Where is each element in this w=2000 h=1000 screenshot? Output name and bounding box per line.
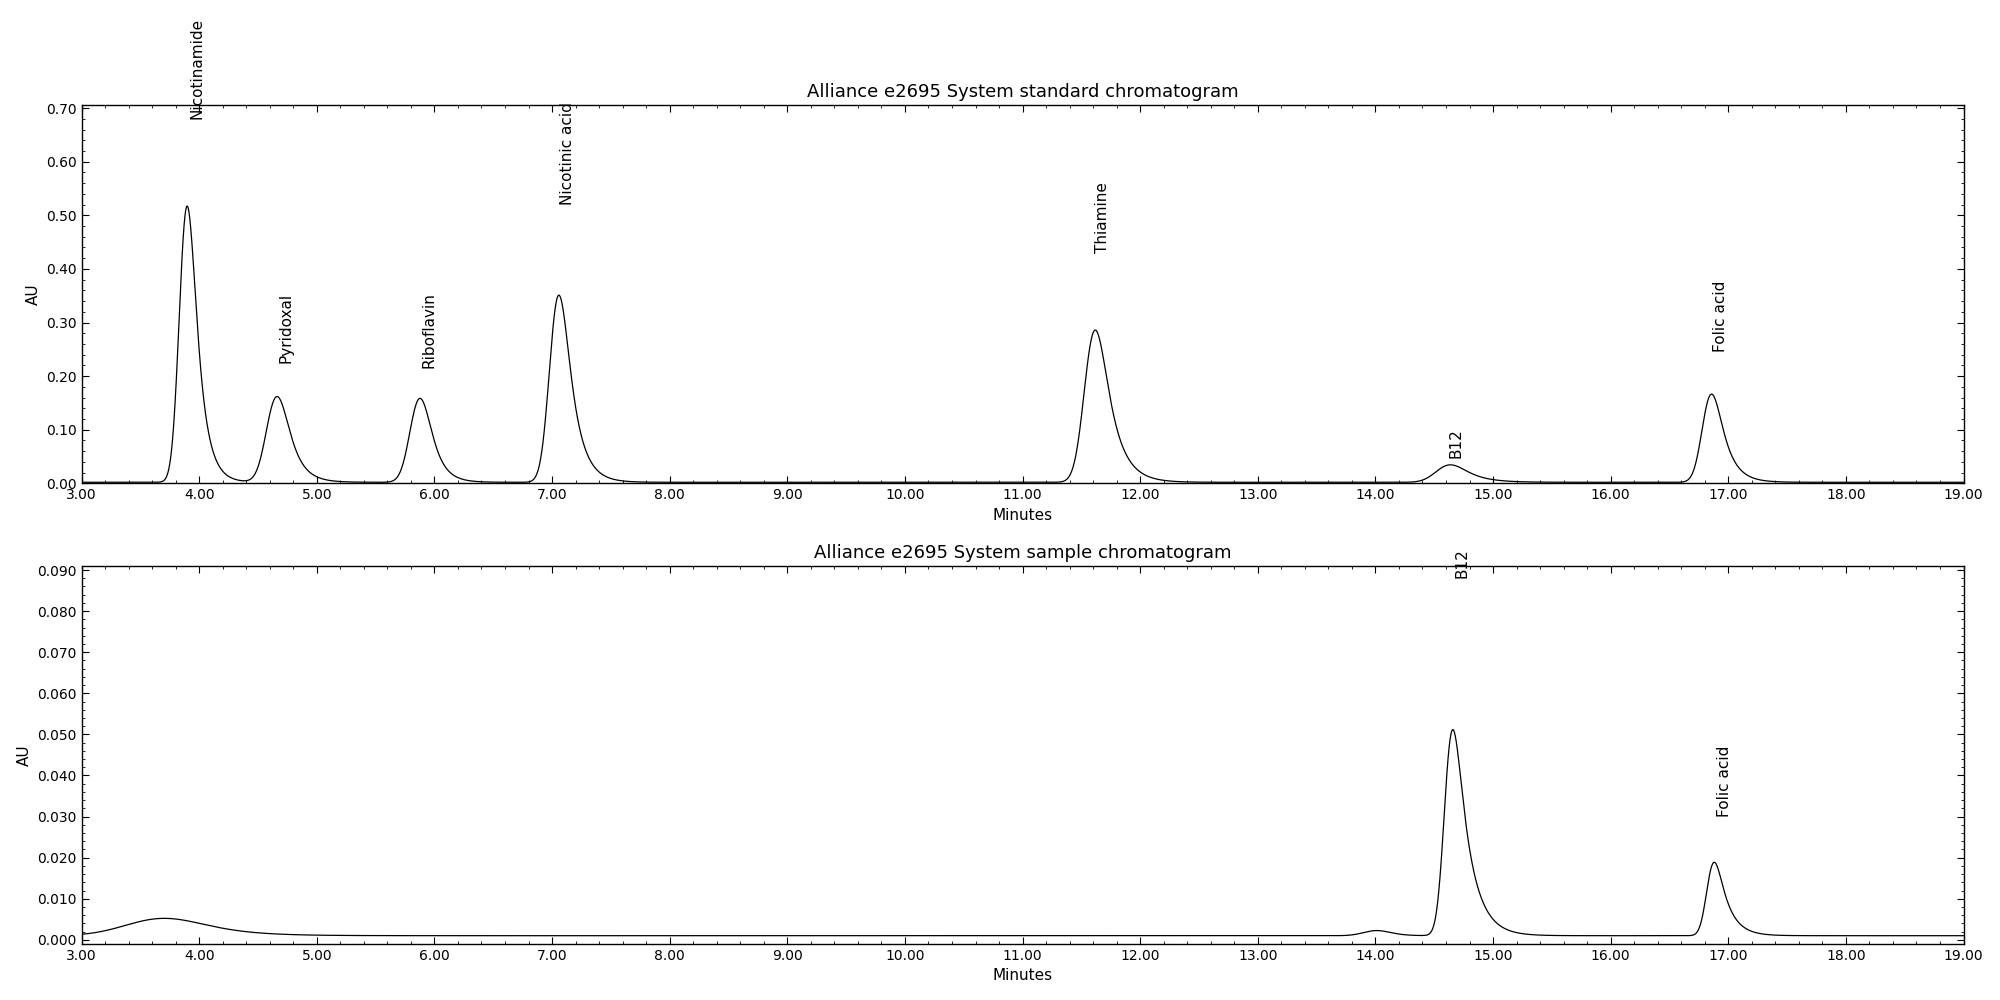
Text: B12: B12 <box>1448 428 1464 458</box>
Text: Pyridoxal: Pyridoxal <box>278 293 294 363</box>
Text: Riboflavin: Riboflavin <box>422 292 436 368</box>
X-axis label: Minutes: Minutes <box>992 508 1052 523</box>
X-axis label: Minutes: Minutes <box>992 968 1052 983</box>
Text: Thiamine: Thiamine <box>1096 182 1110 253</box>
Text: B12: B12 <box>1454 549 1470 578</box>
Text: Folic acid: Folic acid <box>1712 281 1728 352</box>
Y-axis label: AU: AU <box>16 744 32 766</box>
Y-axis label: AU: AU <box>26 284 40 305</box>
Text: Nicotinamide: Nicotinamide <box>190 18 204 119</box>
Text: Folic acid: Folic acid <box>1716 745 1732 817</box>
Text: Nicotinic acid: Nicotinic acid <box>560 102 576 205</box>
Title: Alliance e2695 System standard chromatogram: Alliance e2695 System standard chromatog… <box>806 83 1238 101</box>
Title: Alliance e2695 System sample chromatogram: Alliance e2695 System sample chromatogra… <box>814 544 1232 562</box>
